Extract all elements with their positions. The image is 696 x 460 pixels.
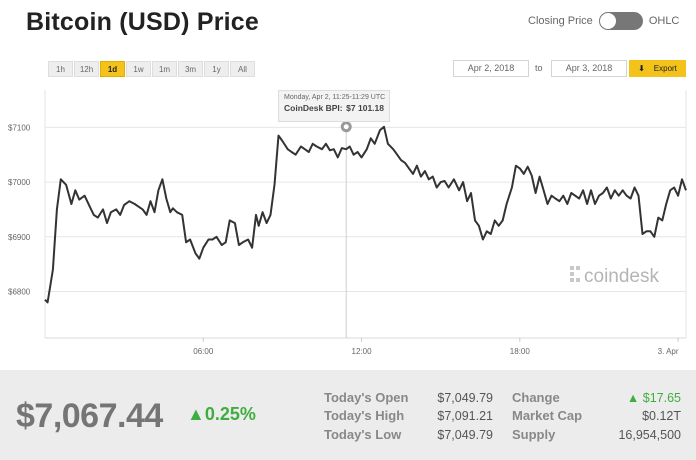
change-label: Change [512, 390, 560, 405]
watermark-text: coindesk [584, 266, 659, 287]
series-line [44, 125, 687, 304]
x-tick-label: 12:00 [352, 347, 373, 356]
hover-point[interactable] [340, 121, 352, 133]
range-1m-button[interactable]: 1m [152, 61, 177, 77]
todays-low-label: Today's Low [324, 427, 402, 442]
market-cap-value: $0.12T [642, 409, 681, 423]
range-selector: 1h 12h 1d 1w 1m 3m 1y All [48, 61, 255, 77]
toggle-switch[interactable] [598, 12, 643, 30]
tooltip-date: Monday, Apr 2, 11:25-11:29 UTC [284, 94, 386, 101]
export-label: Export [653, 64, 677, 73]
x-tick-label: 3. Apr [658, 347, 679, 356]
y-tick-label: $7000 [8, 178, 31, 187]
range-all-button[interactable]: All [230, 61, 255, 77]
ohlc-label: OHLC [648, 15, 680, 27]
range-12h-button[interactable]: 12h [74, 61, 99, 77]
tooltip-label: CoinDesk BPI: [284, 103, 343, 113]
y-tick-label: $7100 [8, 123, 31, 132]
y-tick-label: $6800 [8, 287, 31, 296]
x-axis: 06:00 12:00 18:00 3. Apr [193, 338, 679, 356]
chart-tooltip: Monday, Apr 2, 11:25-11:29 UTC CoinDesk … [278, 90, 390, 122]
date-from-input[interactable]: Apr 2, 2018 [453, 60, 529, 77]
percent-change-value: 0.25% [204, 404, 256, 424]
coindesk-watermark: coindesk [570, 266, 659, 287]
download-arrow-icon: ⬇ [638, 64, 645, 73]
range-1d-button[interactable]: 1d [100, 61, 125, 77]
change-amount: $17.65 [642, 391, 681, 405]
range-1y-button[interactable]: 1y [204, 61, 229, 77]
current-price: $7,067.44 [16, 397, 163, 435]
export-button[interactable]: ⬇ Export [629, 60, 686, 77]
range-1h-button[interactable]: 1h [48, 61, 73, 77]
tooltip-value: $7 101.18 [346, 103, 384, 113]
todays-high-value: $7,091.21 [437, 409, 493, 423]
todays-open-label: Today's Open [324, 390, 409, 405]
market-cap-label: Market Cap [512, 408, 583, 423]
supply-value: 16,954,500 [618, 428, 681, 442]
x-tick-label: 06:00 [193, 347, 214, 356]
supply-label: Supply [512, 427, 556, 442]
date-to-input[interactable]: Apr 3, 2018 [551, 60, 627, 77]
x-tick-label: 18:00 [510, 347, 531, 356]
coindesk-logo-icon [570, 266, 580, 282]
toggle-knob [599, 13, 616, 29]
up-triangle-icon: ▲ [626, 391, 643, 405]
range-1w-button[interactable]: 1w [126, 61, 151, 77]
price-type-toggle[interactable]: Closing Price OHLC [528, 12, 679, 30]
percent-change: ▲0.25% [187, 404, 256, 425]
range-3m-button[interactable]: 3m [178, 61, 203, 77]
todays-low-value: $7,049.79 [437, 428, 493, 442]
closing-price-label: Closing Price [528, 15, 593, 27]
summary-panel [0, 370, 696, 460]
up-triangle-icon: ▲ [187, 404, 205, 424]
todays-high-label: Today's High [324, 408, 405, 423]
date-range-separator: to [535, 63, 543, 73]
change-value: ▲ $17.65 [580, 391, 681, 405]
y-tick-label: $6900 [8, 233, 31, 242]
grid-layer [44, 90, 687, 339]
y-axis: $6800 $6900 $7000 $7100 [8, 123, 31, 296]
page-title: Bitcoin (USD) Price [26, 8, 259, 36]
todays-open-value: $7,049.79 [437, 391, 493, 405]
price-chart[interactable]: $6800 $6900 $7000 $7100 06:00 12:00 18:00 3. A… [0, 88, 696, 368]
